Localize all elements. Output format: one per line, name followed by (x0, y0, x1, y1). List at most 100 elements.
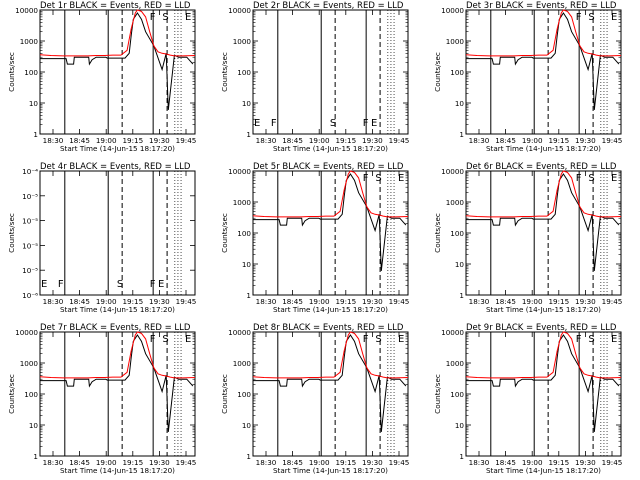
y-tick-label: 10⁻⁵ (22, 192, 38, 201)
series-red (465, 331, 622, 379)
x-tick-label: 19:30 (575, 136, 596, 145)
marker-e: E (41, 279, 47, 290)
x-tick-label: 18:45 (495, 458, 516, 467)
y-tick-label: 10 (242, 99, 252, 108)
marker-s: S (588, 12, 594, 23)
x-tick-label: 19:00 (522, 297, 543, 306)
y-axis-label: Counts/sec (433, 52, 442, 92)
panel-title: Det 5r BLACK = Events, RED = LLD (253, 162, 404, 172)
y-tick-label: 1 (246, 452, 251, 461)
marker-e: E (611, 173, 617, 184)
y-tick-label: 10 (29, 99, 39, 108)
marker-s: S (375, 173, 381, 184)
marker-s: S (162, 12, 168, 23)
y-tick-label: 10000 (441, 6, 464, 15)
x-tick-label: 18:30 (256, 297, 277, 306)
marker-f: F (576, 334, 582, 345)
panel-det-9: Det 9r BLACK = Events, RED = LLD 1 10 100 10… (433, 323, 622, 475)
y-tick-label: 1000 (446, 37, 465, 46)
marker-f: F (271, 118, 277, 129)
x-tick-label: 18:45 (495, 297, 516, 306)
y-tick-label: 1000 (233, 359, 252, 368)
x-axis-label: Start Time (14-Jun-15 18:17:20) (273, 144, 388, 153)
y-tick-label: 10000 (228, 6, 251, 15)
x-tick-label: 19:45 (602, 297, 623, 306)
y-tick-label: 10 (455, 421, 465, 430)
x-tick-label: 18:30 (469, 297, 490, 306)
x-axis-label: Start Time (14-Jun-15 18:17:20) (486, 305, 601, 314)
x-axis-label: Start Time (14-Jun-15 18:17:20) (273, 466, 388, 475)
panel-title: Det 3r BLACK = Events, RED = LLD (466, 1, 617, 11)
panel-title: Det 7r BLACK = Events, RED = LLD (40, 323, 191, 333)
plot-frame (465, 9, 622, 135)
x-tick-label: 19:15 (548, 136, 569, 145)
x-tick-label: 19:15 (335, 297, 356, 306)
y-tick-label: 100 (450, 390, 464, 399)
series-black (40, 12, 194, 110)
x-tick-label: 19:45 (389, 297, 410, 306)
marker-e: E (398, 334, 404, 345)
x-axis-label: Start Time (14-Jun-15 18:17:20) (60, 305, 175, 314)
marker-e: E (611, 12, 617, 23)
x-tick-label: 18:45 (69, 458, 90, 467)
x-tick-label: 19:45 (602, 136, 623, 145)
x-tick-label: 19:30 (575, 458, 596, 467)
y-tick-label: 10000 (228, 328, 251, 337)
y-axis-label: Counts/sec (7, 213, 16, 253)
plot-frame (465, 331, 622, 457)
x-tick-label: 19:00 (522, 458, 543, 467)
y-tick-label: 1 (33, 130, 38, 139)
x-tick-label: 19:15 (548, 297, 569, 306)
y-tick-label: 10 (455, 260, 465, 269)
x-tick-label: 19:45 (389, 136, 410, 145)
x-tick-label: 19:15 (335, 458, 356, 467)
marker-f: F (363, 173, 369, 184)
y-tick-label: 100 (24, 390, 38, 399)
x-tick-label: 19:30 (149, 458, 170, 467)
panel-title: Det 2r BLACK = Events, RED = LLD (253, 1, 404, 11)
x-tick-label: 18:45 (495, 136, 516, 145)
y-tick-label: 1000 (20, 37, 39, 46)
y-tick-label: 10⁻⁶ (22, 291, 38, 300)
plot-frame (252, 170, 409, 296)
y-tick-label: 1 (459, 291, 464, 300)
x-axis-label: Start Time (14-Jun-15 18:17:20) (486, 144, 601, 153)
series-red (39, 9, 196, 57)
x-tick-label: 18:30 (256, 136, 277, 145)
panel-det-3: Det 3r BLACK = Events, RED = LLD 1 10 100 10… (433, 1, 622, 153)
x-tick-label: 19:45 (176, 136, 197, 145)
y-tick-label: 10 (242, 260, 252, 269)
y-tick-label: 10000 (228, 167, 251, 176)
x-tick-label: 19:30 (575, 297, 596, 306)
x-tick-label: 18:45 (282, 297, 303, 306)
marker-e: E (185, 334, 191, 345)
y-tick-label: 1 (246, 130, 251, 139)
x-tick-label: 19:15 (335, 136, 356, 145)
panel-title: Det 6r BLACK = Events, RED = LLD (466, 162, 617, 172)
y-tick-label: 100 (450, 68, 464, 77)
marker-e: E (611, 334, 617, 345)
panel-title: Det 1r BLACK = Events, RED = LLD (40, 1, 191, 11)
marker-e: E (398, 173, 404, 184)
y-axis-label: Counts/sec (220, 213, 229, 253)
x-tick-label: 19:15 (548, 458, 569, 467)
y-tick-label: 100 (237, 229, 251, 238)
y-tick-label: 1 (33, 452, 38, 461)
marker-f: F (576, 173, 582, 184)
x-tick-label: 19:00 (522, 136, 543, 145)
marker-e: E (185, 12, 191, 23)
panel-det-8: Det 8r BLACK = Events, RED = LLD 1 10 100 10… (220, 323, 409, 475)
panel-det-4: Det 4r BLACK = Events, RED = LLD 10⁻⁶ 10⁻⁵… (7, 162, 196, 314)
panel-title: Det 8r BLACK = Events, RED = LLD (253, 323, 404, 333)
x-tick-label: 19:00 (309, 458, 330, 467)
plot-frame (39, 170, 196, 296)
y-tick-label: 1000 (233, 37, 252, 46)
marker-s: S (117, 279, 123, 290)
y-tick-label: 100 (237, 68, 251, 77)
x-tick-label: 19:00 (96, 458, 117, 467)
x-axis-label: Start Time (14-Jun-15 18:17:20) (486, 466, 601, 475)
x-tick-label: 19:45 (602, 458, 623, 467)
panel-det-2: Det 2r BLACK = Events, RED = LLD 1 10 100 10… (220, 1, 409, 153)
x-tick-label: 19:15 (122, 458, 143, 467)
plot-frame (465, 170, 622, 296)
